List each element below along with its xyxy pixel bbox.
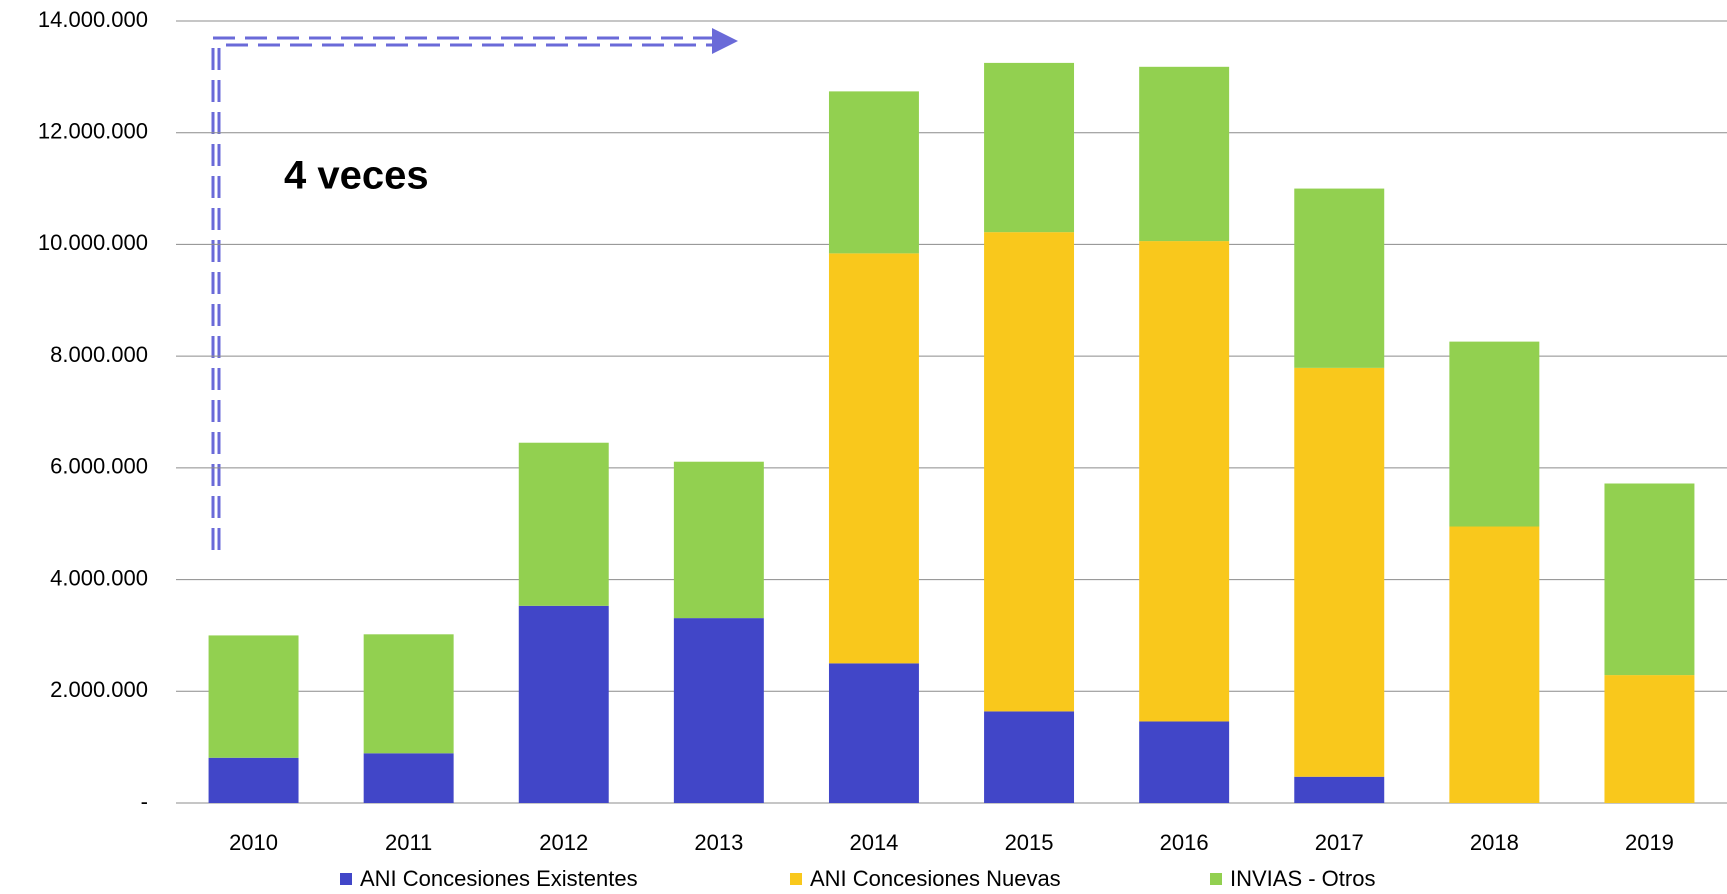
bar-segment xyxy=(1139,241,1230,722)
bar-segment xyxy=(518,605,609,803)
bar-segment xyxy=(1294,188,1385,368)
growth-arrow xyxy=(211,36,720,550)
bar-segment xyxy=(1294,776,1385,803)
y-tick-label: 4.000.000 xyxy=(50,565,148,590)
x-tick-label: 2019 xyxy=(1625,830,1674,855)
bar-segment xyxy=(984,62,1075,233)
bar-segment xyxy=(1604,675,1695,803)
bar-segment xyxy=(673,618,764,803)
bar-segment xyxy=(673,461,764,619)
bar-segment xyxy=(1449,341,1540,527)
bar-segment xyxy=(363,634,454,754)
legend-label: INVIAS - Otros xyxy=(1230,866,1375,891)
bar-segment xyxy=(1139,66,1230,242)
legend-label: ANI Concesiones Existentes xyxy=(360,866,638,891)
y-tick-label: 10.000.000 xyxy=(38,230,148,255)
bar-segment xyxy=(208,635,299,758)
bar-segment xyxy=(984,232,1075,712)
bar-segment xyxy=(828,663,919,803)
bar-segment xyxy=(363,753,454,803)
bar-segment xyxy=(1294,367,1385,777)
x-tick-label: 2015 xyxy=(1005,830,1054,855)
bar-segment xyxy=(208,757,299,803)
x-tick-label: 2011 xyxy=(385,830,432,855)
bar-segment xyxy=(1604,483,1695,676)
x-tick-label: 2013 xyxy=(694,830,743,855)
x-tick-label: 2010 xyxy=(229,830,278,855)
bar-segment xyxy=(1449,526,1540,803)
annotation: 4 veces xyxy=(284,154,429,198)
legend-swatch xyxy=(1210,873,1222,885)
legend-swatch xyxy=(340,873,352,885)
arrow-line-outer xyxy=(211,36,720,550)
x-tick-label: 2017 xyxy=(1315,830,1364,855)
arrow-line-inner xyxy=(217,43,720,550)
legend-label: ANI Concesiones Nuevas xyxy=(810,866,1061,891)
x-tick-label: 2016 xyxy=(1160,830,1209,855)
x-tick-label: 2014 xyxy=(849,830,898,855)
x-tick-label: 2018 xyxy=(1470,830,1519,855)
x-tick-label: 2012 xyxy=(539,830,588,855)
y-tick-label: 14.000.000 xyxy=(38,7,148,32)
bar-segment xyxy=(828,253,919,664)
bar-segment xyxy=(984,711,1075,803)
y-tick-label: 2.000.000 xyxy=(50,677,148,702)
legend-swatch xyxy=(790,873,802,885)
y-tick-label: 8.000.000 xyxy=(50,342,148,367)
y-tick-label: 6.000.000 xyxy=(50,454,148,479)
bar-segment xyxy=(828,91,919,254)
y-tick-label: 12.000.000 xyxy=(38,119,148,144)
bar-segment xyxy=(1139,721,1230,803)
y-tick-label: - xyxy=(141,789,148,814)
arrow-head xyxy=(712,28,738,54)
bar-segment xyxy=(518,442,609,606)
